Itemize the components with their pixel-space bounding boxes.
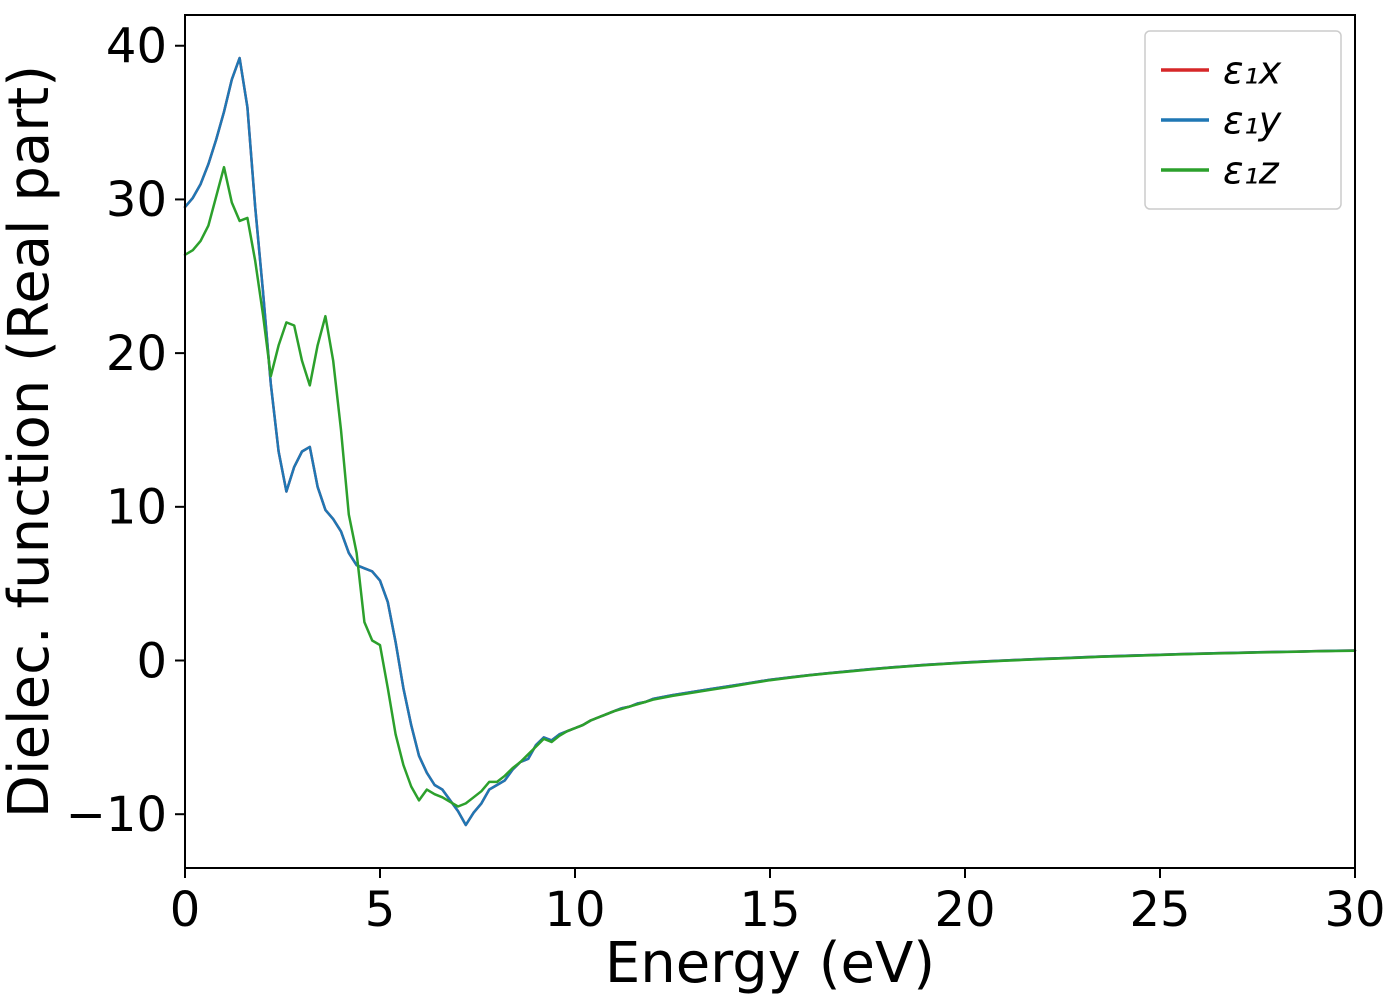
- y-tick-label: 20: [106, 326, 167, 382]
- legend-label: ε₁x: [1223, 48, 1282, 92]
- x-tick-label: 5: [365, 882, 396, 938]
- y-axis-label: Dielec. function (Real part): [0, 65, 62, 818]
- legend-entry: ε₁z: [1161, 148, 1280, 192]
- y-tick-label: 30: [106, 172, 167, 228]
- x-tick-label: 20: [934, 882, 995, 938]
- legend-label: ε₁z: [1223, 148, 1280, 192]
- x-tick-label: 15: [739, 882, 800, 938]
- legend-box: [1144, 30, 1342, 210]
- x-tick-label: 30: [1324, 882, 1385, 938]
- y-tick-label: −10: [66, 787, 167, 843]
- x-tick-label: 25: [1129, 882, 1190, 938]
- x-axis-label: Energy (eV): [605, 931, 935, 996]
- x-tick-label: 0: [170, 882, 201, 938]
- y-tick-label: 0: [136, 633, 167, 689]
- x-tick-label: 10: [544, 882, 605, 938]
- y-tick-label: 40: [106, 19, 167, 75]
- legend-entry: ε₁y: [1161, 98, 1282, 142]
- legend: ε₁x ε₁y ε₁z: [1144, 30, 1342, 210]
- y-tick-label: 10: [106, 480, 167, 536]
- series-line-eps1z: [183, 165, 1357, 808]
- legend-label: ε₁y: [1223, 98, 1282, 142]
- legend-entry: ε₁x: [1161, 48, 1282, 92]
